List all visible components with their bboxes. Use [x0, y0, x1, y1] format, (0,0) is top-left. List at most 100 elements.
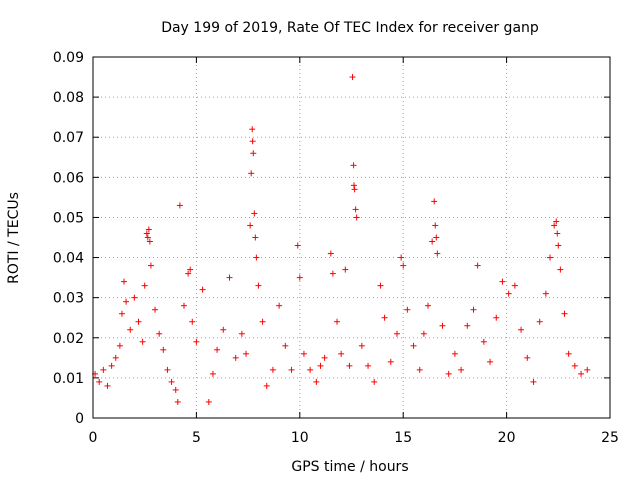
data-point	[220, 326, 227, 333]
data-point	[248, 170, 255, 177]
data-point	[434, 250, 441, 257]
data-point	[253, 254, 260, 261]
data-point	[547, 254, 554, 261]
data-point	[296, 274, 303, 281]
data-point	[499, 278, 506, 285]
data-point	[429, 238, 436, 245]
data-point	[123, 298, 130, 305]
data-point	[251, 210, 258, 217]
data-point	[317, 362, 324, 369]
data-point	[156, 330, 163, 337]
data-point	[112, 354, 119, 361]
data-point	[480, 338, 487, 345]
data-point	[300, 350, 307, 357]
data-point	[307, 366, 314, 373]
data-point	[518, 326, 525, 333]
y-tick-label: 0.05	[53, 210, 84, 226]
data-point	[565, 350, 572, 357]
data-point	[553, 218, 560, 225]
data-point	[571, 362, 578, 369]
data-point	[400, 262, 407, 269]
data-point	[255, 282, 262, 289]
data-point	[160, 346, 167, 353]
data-point	[561, 310, 568, 317]
data-point	[470, 306, 477, 313]
data-point	[425, 302, 432, 309]
data-point	[199, 286, 206, 293]
x-tick-label: 15	[394, 430, 412, 446]
data-point	[349, 74, 356, 81]
data-point	[269, 366, 276, 373]
data-point	[381, 314, 388, 321]
data-point	[104, 382, 111, 389]
data-point	[493, 314, 500, 321]
data-point	[226, 274, 233, 281]
data-point	[147, 262, 154, 269]
data-point	[127, 326, 134, 333]
axes: 0 5 10 15 20 25 0 0.01 0.02 0.03 0.04 0.05 0.06 0.07 0…	[53, 50, 619, 446]
data-point	[398, 254, 405, 261]
data-point	[141, 282, 148, 289]
y-tick-label: 0.09	[53, 50, 84, 66]
data-point	[249, 126, 256, 133]
data-point	[439, 322, 446, 329]
data-point	[145, 226, 152, 233]
data-point	[108, 362, 115, 369]
data-point	[584, 366, 591, 373]
data-point	[451, 350, 458, 357]
data-point	[342, 266, 349, 273]
data-point	[327, 250, 334, 257]
data-point	[351, 186, 358, 193]
data-point	[144, 234, 151, 241]
y-tick-label: 0.08	[53, 90, 84, 106]
data-point	[252, 234, 259, 241]
data-point	[143, 230, 150, 237]
y-tick-label: 0	[75, 411, 84, 427]
data-point	[249, 138, 256, 145]
data-point	[294, 242, 301, 249]
data-point	[353, 214, 360, 221]
chart-title: Day 199 of 2019, Rate Of TEC Index for r…	[161, 20, 539, 36]
data-point	[365, 362, 372, 369]
x-tick-label: 20	[498, 430, 516, 446]
data-point	[152, 306, 159, 313]
x-tick-label: 25	[601, 430, 619, 446]
data-point	[232, 354, 239, 361]
data-marks	[92, 74, 591, 405]
data-point	[209, 370, 216, 377]
data-point	[350, 182, 357, 189]
data-point	[185, 270, 192, 277]
data-point	[135, 318, 142, 325]
y-tick-label: 0.06	[53, 170, 84, 186]
data-point	[276, 302, 283, 309]
data-point	[121, 278, 128, 285]
data-point	[511, 282, 518, 289]
data-point	[250, 150, 257, 157]
y-tick-label: 0.07	[53, 130, 84, 146]
data-point	[205, 398, 212, 405]
data-point	[139, 338, 146, 345]
data-point	[352, 206, 359, 213]
data-point	[180, 302, 187, 309]
y-axis-title: ROTI / TECUs	[6, 192, 22, 284]
data-point	[542, 290, 549, 297]
data-point	[420, 330, 427, 337]
y-tick-label: 0.03	[53, 291, 84, 307]
y-tick-label: 0.04	[53, 251, 84, 267]
data-point	[410, 342, 417, 349]
data-point	[243, 350, 250, 357]
y-tick-label: 0.02	[53, 331, 84, 347]
data-point	[334, 318, 341, 325]
data-point	[263, 382, 270, 389]
data-point	[432, 222, 439, 229]
data-point	[524, 354, 531, 361]
x-tick-label: 5	[192, 430, 201, 446]
data-point	[116, 342, 123, 349]
data-point	[350, 162, 357, 169]
data-point	[176, 202, 183, 209]
data-point	[146, 238, 153, 245]
data-point	[530, 378, 537, 385]
plot-frame	[92, 56, 611, 419]
